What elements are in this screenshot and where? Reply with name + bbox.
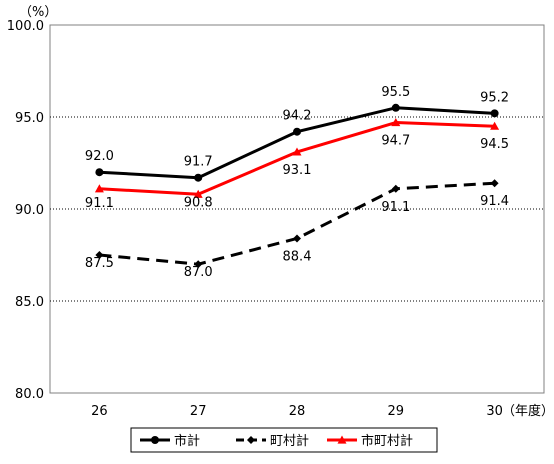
y-tick-label: 85.0 xyxy=(15,295,44,310)
y-unit-label: （%） xyxy=(19,5,57,20)
legend-box xyxy=(130,427,438,453)
data-point xyxy=(95,251,104,259)
y-axis: 80.0 85.0 90.0 95.0 100.0 xyxy=(7,19,44,402)
legend-marker xyxy=(151,436,159,444)
data-point xyxy=(490,109,499,118)
data-point xyxy=(194,173,203,182)
legend-label: 市計 xyxy=(174,433,200,449)
data-label: 88.4 xyxy=(283,249,312,264)
data-label: 90.8 xyxy=(184,195,213,210)
data-label: 93.1 xyxy=(283,163,312,178)
data-point xyxy=(490,121,500,130)
data-point xyxy=(94,184,104,193)
data-label: 92.0 xyxy=(85,149,114,164)
y-tick-label: 90.0 xyxy=(15,203,44,218)
data-labels: 92.0 91.7 94.2 95.5 95.2 87.5 87.0 88.4 91.1 91.4… xyxy=(85,85,509,280)
data-label: 95.5 xyxy=(381,85,410,100)
data-label: 91.1 xyxy=(85,196,114,211)
data-point xyxy=(95,168,104,177)
data-point xyxy=(293,234,301,243)
legend-marker xyxy=(247,436,255,444)
x-tick-label: 30 xyxy=(486,404,503,419)
x-tick-label: 29 xyxy=(388,404,405,419)
data-label: 94.5 xyxy=(480,137,509,152)
legend-label: 町村計 xyxy=(270,433,309,449)
data-label: 95.2 xyxy=(480,90,509,105)
y-tick-label: 95.0 xyxy=(15,111,44,126)
data-label: 91.1 xyxy=(381,200,410,215)
data-point xyxy=(292,147,302,156)
series-layer xyxy=(94,103,500,269)
data-label: 87.5 xyxy=(85,256,114,271)
data-label: 87.0 xyxy=(184,265,213,280)
x-tick-label: 27 xyxy=(190,404,207,419)
legend: 市計 町村計 市町村計 xyxy=(140,433,413,449)
data-label: 94.2 xyxy=(283,109,312,124)
data-point xyxy=(391,184,400,193)
data-point xyxy=(490,179,499,188)
gridlines xyxy=(50,116,544,302)
data-point xyxy=(194,260,203,269)
legend-marker xyxy=(337,435,347,444)
data-point xyxy=(391,118,401,127)
y-tick-label: 100.0 xyxy=(7,19,44,34)
x-unit-label: （年度） xyxy=(502,403,554,419)
legend-label: 市町村計 xyxy=(361,433,413,449)
x-tick-label: 28 xyxy=(289,404,306,419)
data-point xyxy=(391,103,400,112)
y-tick-label: 80.0 xyxy=(15,387,44,402)
data-point xyxy=(193,189,203,198)
x-tick-label: 26 xyxy=(91,404,108,419)
data-label: 91.7 xyxy=(184,155,213,170)
data-label: 91.4 xyxy=(480,194,509,209)
x-axis: 26 27 28 29 30 xyxy=(91,404,503,419)
data-point xyxy=(293,127,301,136)
data-label: 94.7 xyxy=(381,134,410,149)
